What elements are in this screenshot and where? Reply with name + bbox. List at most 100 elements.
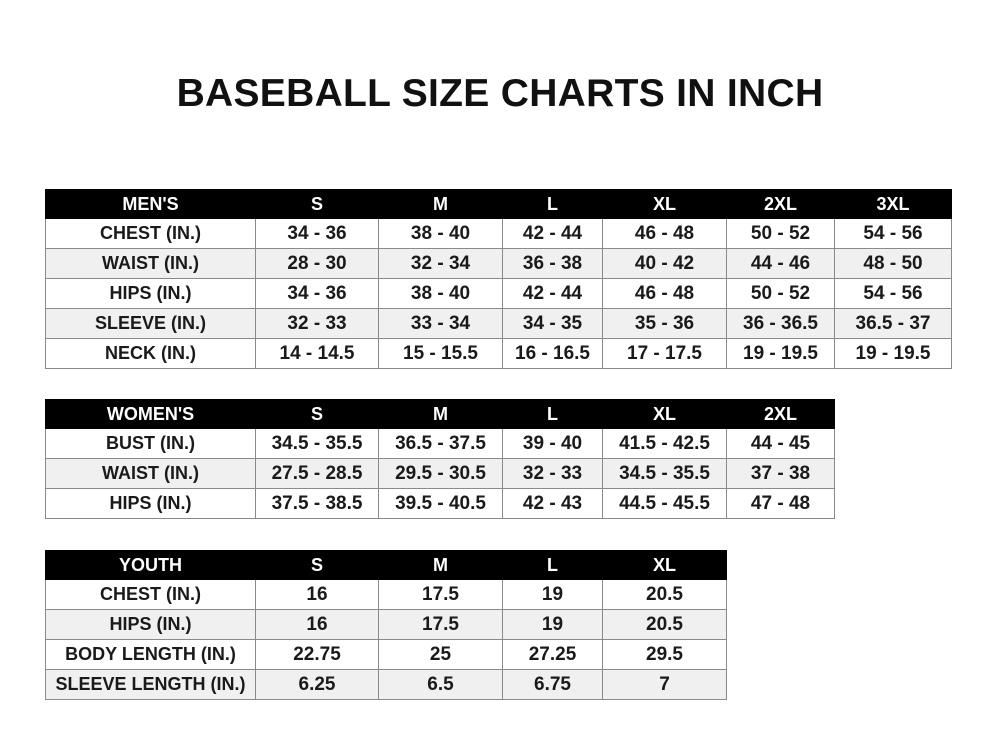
- size-value-cell: 50 - 52: [726, 278, 835, 309]
- size-value-cell: 44.5 - 45.5: [602, 488, 727, 519]
- size-value-cell: 36.5 - 37: [834, 308, 952, 339]
- table-row: CHEST (IN.) 16 17.5 19 20.5: [45, 579, 727, 610]
- size-value-cell: 19: [502, 579, 603, 610]
- size-value-cell: 32 - 33: [255, 308, 379, 339]
- size-value-cell: 14 - 14.5: [255, 338, 379, 369]
- size-column-header: XL: [602, 189, 727, 219]
- size-value-cell: 17.5: [378, 609, 503, 640]
- size-value-cell: 44 - 46: [726, 248, 835, 279]
- size-value-cell: 27.5 - 28.5: [255, 458, 379, 489]
- size-value-cell: 37 - 38: [726, 458, 835, 489]
- measurement-label: SLEEVE (IN.): [45, 308, 256, 339]
- size-value-cell: 41.5 - 42.5: [602, 428, 727, 459]
- measurement-label: CHEST (IN.): [45, 218, 256, 249]
- size-column-header: 2XL: [726, 189, 835, 219]
- size-value-cell: 6.5: [378, 669, 503, 700]
- size-value-cell: 6.25: [255, 669, 379, 700]
- measurement-label: SLEEVE LENGTH (IN.): [45, 669, 256, 700]
- size-value-cell: 15 - 15.5: [378, 338, 503, 369]
- size-value-cell: 20.5: [602, 579, 727, 610]
- size-column-header: S: [255, 399, 379, 429]
- size-value-cell: 34 - 35: [502, 308, 603, 339]
- size-value-cell: 19: [502, 609, 603, 640]
- size-value-cell: 33 - 34: [378, 308, 503, 339]
- size-value-cell: 16: [255, 609, 379, 640]
- size-value-cell: 17 - 17.5: [602, 338, 727, 369]
- size-value-cell: 42 - 44: [502, 218, 603, 249]
- size-column-header: M: [378, 399, 503, 429]
- size-value-cell: 34 - 36: [255, 218, 379, 249]
- size-column-header: M: [378, 550, 503, 580]
- size-value-cell: 34 - 36: [255, 278, 379, 309]
- table-row: HIPS (IN.) 37.5 - 38.5 39.5 - 40.5 42 - 43 4…: [45, 488, 835, 519]
- table-row: HIPS (IN.) 34 - 36 38 - 40 42 - 44 46 - 48 50…: [45, 278, 952, 309]
- table-header-row: MEN'S S M L XL 2XL 3XL: [45, 189, 952, 219]
- size-value-cell: 36.5 - 37.5: [378, 428, 503, 459]
- measurement-label: HIPS (IN.): [45, 488, 256, 519]
- measurement-label: WAIST (IN.): [45, 248, 256, 279]
- youth-size-table: YOUTH S M L XL CHEST (IN.) 16 17.5 19 20.5 HIPS (I…: [45, 550, 727, 700]
- size-value-cell: 22.75: [255, 639, 379, 670]
- size-value-cell: 50 - 52: [726, 218, 835, 249]
- size-column-header: L: [502, 399, 603, 429]
- size-value-cell: 35 - 36: [602, 308, 727, 339]
- womens-size-table: WOMEN'S S M L XL 2XL BUST (IN.) 34.5 - 35.5 36.5…: [45, 399, 835, 519]
- size-value-cell: 46 - 48: [602, 278, 727, 309]
- size-value-cell: 19 - 19.5: [726, 338, 835, 369]
- measurement-label: HIPS (IN.): [45, 278, 256, 309]
- size-value-cell: 38 - 40: [378, 218, 503, 249]
- size-column-header: XL: [602, 399, 727, 429]
- table-row: CHEST (IN.) 34 - 36 38 - 40 42 - 44 46 - 48 5…: [45, 218, 952, 249]
- size-value-cell: 19 - 19.5: [834, 338, 952, 369]
- size-value-cell: 20.5: [602, 609, 727, 640]
- size-column-header: S: [255, 550, 379, 580]
- size-value-cell: 6.75: [502, 669, 603, 700]
- size-value-cell: 29.5: [602, 639, 727, 670]
- size-value-cell: 48 - 50: [834, 248, 952, 279]
- table-row: NECK (IN.) 14 - 14.5 15 - 15.5 16 - 16.5 17 …: [45, 338, 952, 369]
- size-value-cell: 44 - 45: [726, 428, 835, 459]
- table-category-header: YOUTH: [45, 550, 256, 580]
- size-value-cell: 42 - 43: [502, 488, 603, 519]
- size-value-cell: 38 - 40: [378, 278, 503, 309]
- size-column-header: 2XL: [726, 399, 835, 429]
- size-value-cell: 17.5: [378, 579, 503, 610]
- size-value-cell: 34.5 - 35.5: [602, 458, 727, 489]
- page-title: BASEBALL SIZE CHARTS IN INCH: [176, 72, 824, 115]
- size-value-cell: 39 - 40: [502, 428, 603, 459]
- size-value-cell: 32 - 33: [502, 458, 603, 489]
- table-row: WAIST (IN.) 28 - 30 32 - 34 36 - 38 40 - 42 4…: [45, 248, 952, 279]
- size-value-cell: 32 - 34: [378, 248, 503, 279]
- measurement-label: HIPS (IN.): [45, 609, 256, 640]
- measurement-label: BUST (IN.): [45, 428, 256, 459]
- size-column-header: 3XL: [834, 189, 952, 219]
- size-column-header: XL: [602, 550, 727, 580]
- size-column-header: M: [378, 189, 503, 219]
- size-value-cell: 16: [255, 579, 379, 610]
- measurement-label: BODY LENGTH (IN.): [45, 639, 256, 670]
- size-value-cell: 36 - 36.5: [726, 308, 835, 339]
- size-value-cell: 7: [602, 669, 727, 700]
- table-row: WAIST (IN.) 27.5 - 28.5 29.5 - 30.5 32 - 33…: [45, 458, 835, 489]
- size-value-cell: 46 - 48: [602, 218, 727, 249]
- size-column-header: S: [255, 189, 379, 219]
- measurement-label: CHEST (IN.): [45, 579, 256, 610]
- mens-size-table: MEN'S S M L XL 2XL 3XL CHEST (IN.) 34 - 36 38 - 4…: [45, 189, 952, 369]
- table-header-row: YOUTH S M L XL: [45, 550, 727, 580]
- table-header-row: WOMEN'S S M L XL 2XL: [45, 399, 835, 429]
- size-value-cell: 34.5 - 35.5: [255, 428, 379, 459]
- size-value-cell: 25: [378, 639, 503, 670]
- size-value-cell: 29.5 - 30.5: [378, 458, 503, 489]
- table-row: BODY LENGTH (IN.) 22.75 25 27.25 29.5: [45, 639, 727, 670]
- size-column-header: L: [502, 550, 603, 580]
- size-value-cell: 40 - 42: [602, 248, 727, 279]
- size-value-cell: 54 - 56: [834, 278, 952, 309]
- table-row: BUST (IN.) 34.5 - 35.5 36.5 - 37.5 39 - 40 4…: [45, 428, 835, 459]
- table-row: SLEEVE LENGTH (IN.) 6.25 6.5 6.75 7: [45, 669, 727, 700]
- size-value-cell: 54 - 56: [834, 218, 952, 249]
- size-value-cell: 37.5 - 38.5: [255, 488, 379, 519]
- size-value-cell: 42 - 44: [502, 278, 603, 309]
- size-value-cell: 39.5 - 40.5: [378, 488, 503, 519]
- measurement-label: NECK (IN.): [45, 338, 256, 369]
- table-row: SLEEVE (IN.) 32 - 33 33 - 34 34 - 35 35 - 36…: [45, 308, 952, 339]
